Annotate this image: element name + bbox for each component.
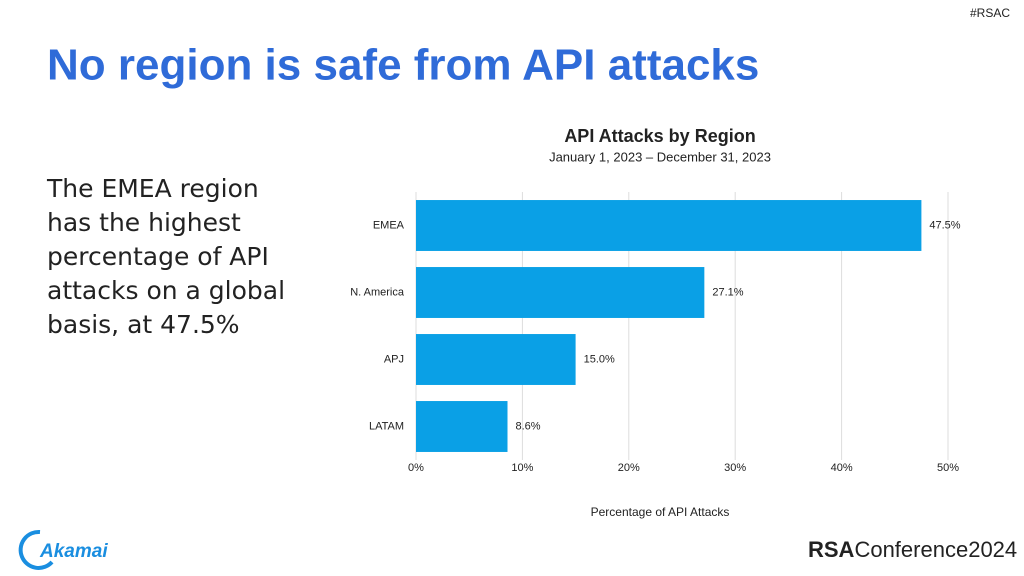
x-tick-label: 40% [831, 462, 853, 474]
footer-logo: RSAConference2024 [808, 537, 1017, 562]
footer-brand: RSA [808, 537, 855, 562]
bar [416, 334, 576, 385]
bar [416, 267, 705, 318]
footer-year: 2024 [968, 537, 1017, 562]
data-label: 8.6% [516, 420, 541, 432]
y-tick-label: EMEA [373, 219, 405, 231]
x-tick-label: 50% [937, 462, 959, 474]
bar [416, 200, 922, 251]
x-axis-label: Percentage of API Attacks [591, 505, 730, 519]
bar [416, 401, 508, 452]
x-tick-label: 0% [408, 462, 424, 474]
y-tick-label: N. America [350, 286, 405, 298]
footer-conference: Conference [854, 537, 968, 562]
chart-subtitle: January 1, 2023 – December 31, 2023 [549, 149, 771, 164]
x-tick-label: 10% [511, 462, 533, 474]
y-tick-label: LATAM [369, 420, 404, 432]
data-label: 47.5% [929, 219, 960, 231]
y-tick-label: APJ [384, 353, 404, 365]
logo-text: Akamai [39, 541, 108, 562]
x-tick-label: 30% [724, 462, 746, 474]
x-tick-label: 20% [618, 462, 640, 474]
slide-title: No region is safe from API attacks [47, 41, 759, 90]
data-label: 27.1% [712, 286, 743, 298]
data-label: 15.0% [584, 353, 615, 365]
body-text: The EMEA region has the highest percenta… [47, 174, 286, 339]
chart-title: API Attacks by Region [564, 126, 755, 146]
logo-swoosh [18, 529, 54, 570]
hashtag: #RSAC [970, 6, 1010, 20]
